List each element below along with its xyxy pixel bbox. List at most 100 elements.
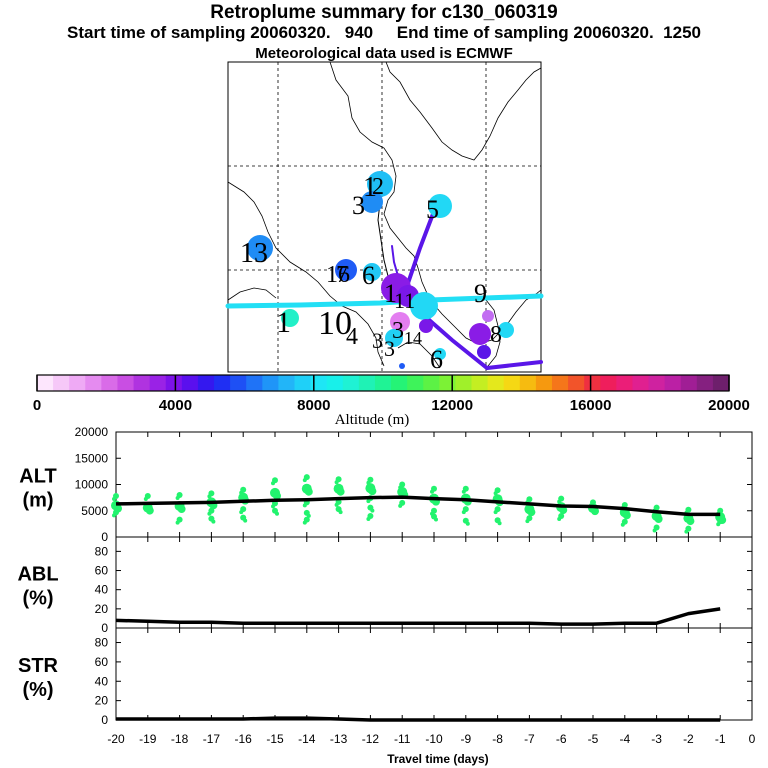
xtick-label-3: -17 [203,732,221,746]
xtick-label-0: -20 [107,732,125,746]
colorbar-swatch-1 [37,375,54,391]
alt-cluster-point-b-3-3 [211,519,216,524]
alt-cluster-point-b-17-2 [652,528,657,533]
ylabel-alt: ALT [19,466,56,488]
cluster-dot-12 [419,319,433,333]
alt-cluster-point-b-17-1 [654,515,663,523]
cluster-dot-16 [482,310,494,322]
colorbar-swatch-15 [262,375,279,391]
colorbar-swatch-3 [69,375,86,391]
alt-cluster-point-b-8-2 [366,499,371,504]
map-label-6: 16 [326,262,350,288]
alt-cluster-point-b-6-1 [304,487,313,496]
xtick-label-10: -10 [425,732,443,746]
alt-cluster-point-b-16-2 [620,522,625,527]
colorbar-swatch-13 [230,375,247,391]
colorbar-swatch-7 [133,375,151,391]
map-label-13: 4 [346,324,358,350]
alt-cluster-point-b-18-1 [686,517,695,526]
altitude-colorbar: 0 4000 8000 12000 16000 20000 [33,374,750,414]
alt-cluster-point-b-7-1 [336,487,345,496]
colorbar-swatch-38 [632,375,650,391]
ytick-label-str-2: 40 [95,674,109,688]
colorbar-swatch-6 [117,375,135,391]
colorbar-swatch-36 [600,375,617,391]
colorbar-swatch-33 [551,375,569,391]
colorbar-swatch-26 [439,375,457,391]
alt-cluster-point-b-14-1 [559,506,568,515]
colorbar-swatch-34 [568,375,585,391]
xtick-label-9: -11 [394,732,411,746]
cluster-dot-4 [247,235,273,261]
colorbar-swatch-10 [181,375,199,391]
cluster-dot-5 [335,259,357,281]
alt-cluster-point-b-10-0 [430,489,434,494]
xtick-label-7: -13 [330,732,348,746]
xtick-label-5: -15 [266,732,284,746]
colorbar-swatch-11 [197,375,215,391]
colorbar-swatch-25 [423,375,440,391]
alt-cluster-point-b-12-3 [497,521,502,526]
alt-cluster-point-b-10-3 [434,517,438,522]
xtick-label-18: -2 [683,732,694,746]
map-label-1: 1 [363,172,377,203]
map-label-5: 13 [240,238,268,269]
alt-cluster-point-b-12-2 [493,510,498,515]
alt-cluster-point-b-2-1 [177,505,186,514]
alt-cluster-point-b-3-0 [207,494,212,499]
xtick-label-6: -14 [298,732,316,746]
colorbar-tick-label-5: 20000 [708,397,750,414]
colorbar-swatch-31 [519,375,537,391]
alt-cluster-point-b-11-3 [465,521,470,526]
xtick-label-4: -16 [235,732,253,746]
colorbar-swatch-16 [278,375,296,391]
cluster-dot-3 [428,194,452,218]
map-label-11: 1 [276,306,291,339]
ytick-label-abl-2: 40 [95,583,109,597]
ytick-label-alt-3: 15000 [75,451,109,465]
sampling-time-line: Start time of sampling 20060320. 940 End… [66,23,701,42]
alt-cluster-point-b-16-1 [622,511,631,520]
ytick-label-abl-3: 60 [95,564,109,578]
ytick-label-str-0: 0 [101,713,108,727]
alt-cluster-point-b-2-2 [175,520,180,525]
xtick-label-19: -1 [715,732,726,746]
map-label-9: 1 [384,279,397,308]
map-label-14: 3 [372,328,383,353]
met-data-line: Meteorological data used is ECMWF [255,45,513,62]
map-label-10: 11 [394,288,415,313]
alt-cluster-point-b-6-2 [302,503,307,508]
alt-cluster-point-b-5-2 [271,504,275,509]
ytick-label-str-4: 80 [95,636,109,650]
ytick-label-abl-1: 20 [95,602,109,616]
colorbar-swatch-41 [680,375,698,391]
cluster-dot-13 [385,329,403,347]
colorbar-swatch-37 [616,375,634,391]
alt-cluster-point-b-9-2 [398,503,403,508]
colorbar-swatch-32 [535,375,553,391]
map-label-20: 14 [404,328,422,348]
colorbar-swatch-19 [326,375,344,391]
alt-cluster-point-b-8-1 [368,487,377,496]
map-label-8: 6 [362,261,375,290]
colorbar-swatch-9 [165,375,183,391]
map-label-12: 10 [318,305,352,342]
ytick-label-alt-2: 10000 [75,478,109,492]
alt-cluster-point-b-6-0 [302,478,307,483]
alt-cluster-point-b-4-2 [239,510,244,515]
ytick-label-abl-0: 0 [101,621,108,635]
alt-cluster-point-b-18-2 [684,529,689,534]
alt-cluster-point-b-7-2 [334,502,339,507]
colorbar-swatch-35 [584,375,601,391]
ytick-label-str-1: 20 [95,694,109,708]
colorbar-swatch-21 [358,375,376,391]
colorbar-swatch-18 [310,375,328,391]
colorbar-tick-label-0: 0 [33,397,41,414]
colorbar-swatch-20 [342,375,360,391]
alt-cluster-point-b-4-3 [243,518,248,523]
colorbar-swatch-42 [696,375,714,391]
map-label-3: 3 [352,191,365,220]
ytick-label-alt-1: 5000 [81,504,108,518]
